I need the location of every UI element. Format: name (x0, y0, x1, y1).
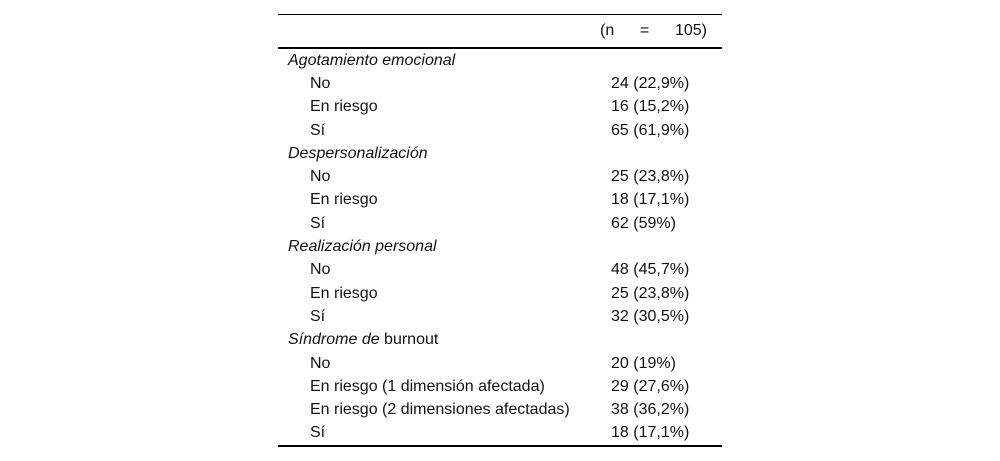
row-label: Sí (310, 308, 326, 325)
table-row-category: Agotamiento emocional (278, 49, 722, 72)
category-label: Síndrome de burnout (278, 332, 611, 348)
row-value: 29 (27,6%) (611, 377, 690, 395)
category-label-italic: Síndrome de (288, 332, 380, 349)
table-row: En riesgo 18 (17,1%) (278, 189, 722, 212)
row-label: Sí (310, 425, 326, 442)
row-label: Sí (310, 215, 326, 232)
table-row: No 48 (45,7%) (278, 259, 722, 282)
row-value: 24 (22,9%) (611, 74, 690, 92)
category-label: Despersonalización (278, 146, 611, 162)
row-value: 65 (61,9%) (611, 121, 690, 139)
row-label: No (310, 262, 331, 279)
table-row: En riesgo 25 (23,8%) (278, 282, 722, 305)
category-label: Agotamiento emocional (278, 53, 611, 69)
row-value: 48 (45,7%) (611, 261, 690, 279)
row-value: 25 (23,8%) (611, 284, 690, 302)
row-label: En riesgo (310, 192, 378, 209)
table-row: No 25 (23,8%) (278, 165, 722, 188)
row-label: No (310, 169, 331, 186)
row-label: En riesgo (1 dimensión afectada) (310, 378, 545, 395)
row-label: No (310, 355, 331, 372)
category-label-italic: Despersonalización (288, 145, 428, 162)
category-label: Realización personal (278, 239, 611, 255)
table-row: No 20 (19%) (278, 352, 722, 375)
table-row-category: Realización personal (278, 235, 722, 258)
row-label: En riesgo (310, 99, 378, 116)
table-row: No 24 (22,9%) (278, 72, 722, 95)
sample-size-header: (n = 105) (600, 23, 707, 39)
row-value: 16 (15,2%) (611, 98, 690, 116)
table-row-category: Síndrome de burnout (278, 329, 722, 352)
table-row-category: Despersonalización (278, 142, 722, 165)
row-value: 18 (17,1%) (611, 191, 690, 209)
table-row: Sí 62 (59%) (278, 212, 722, 235)
category-label-regular: burnout (379, 332, 439, 349)
row-value: 32 (30,5%) (611, 307, 690, 325)
table-body: Agotamiento emocional No 24 (22,9%) En ries… (278, 49, 722, 445)
row-value: 62 (59%) (611, 214, 676, 232)
category-label-italic: Agotamiento emocional (288, 52, 456, 69)
row-value: 20 (19%) (611, 354, 676, 372)
sample-size-value: 105) (674, 22, 707, 39)
table-row: Sí 65 (61,9%) (278, 119, 722, 142)
table-row: Sí 32 (30,5%) (278, 305, 722, 328)
row-value: 25 (23,8%) (611, 168, 690, 186)
row-label: No (310, 75, 331, 92)
table-header-row: (n = 105) (278, 15, 722, 49)
row-value: 38 (36,2%) (611, 401, 690, 419)
table-row: En riesgo (2 dimensiones afectadas) 38 (3… (278, 398, 722, 421)
sample-size-equals: = (639, 22, 650, 39)
row-value: 18 (17,1%) (611, 424, 690, 442)
row-label: Sí (310, 122, 326, 139)
table-row: Sí 18 (17,1%) (278, 422, 722, 445)
table-row: En riesgo 16 (15,2%) (278, 96, 722, 119)
burnout-frequency-table: (n = 105) Agotamiento emocional No 24 (22,… (278, 14, 722, 448)
row-label: En riesgo (310, 285, 378, 302)
row-label: En riesgo (2 dimensiones afectadas) (310, 402, 570, 419)
sample-size-open: (n (600, 22, 615, 39)
category-label-italic: Realización personal (288, 239, 437, 256)
table-row: En riesgo (1 dimensión afectada) 29 (27,6… (278, 375, 722, 398)
